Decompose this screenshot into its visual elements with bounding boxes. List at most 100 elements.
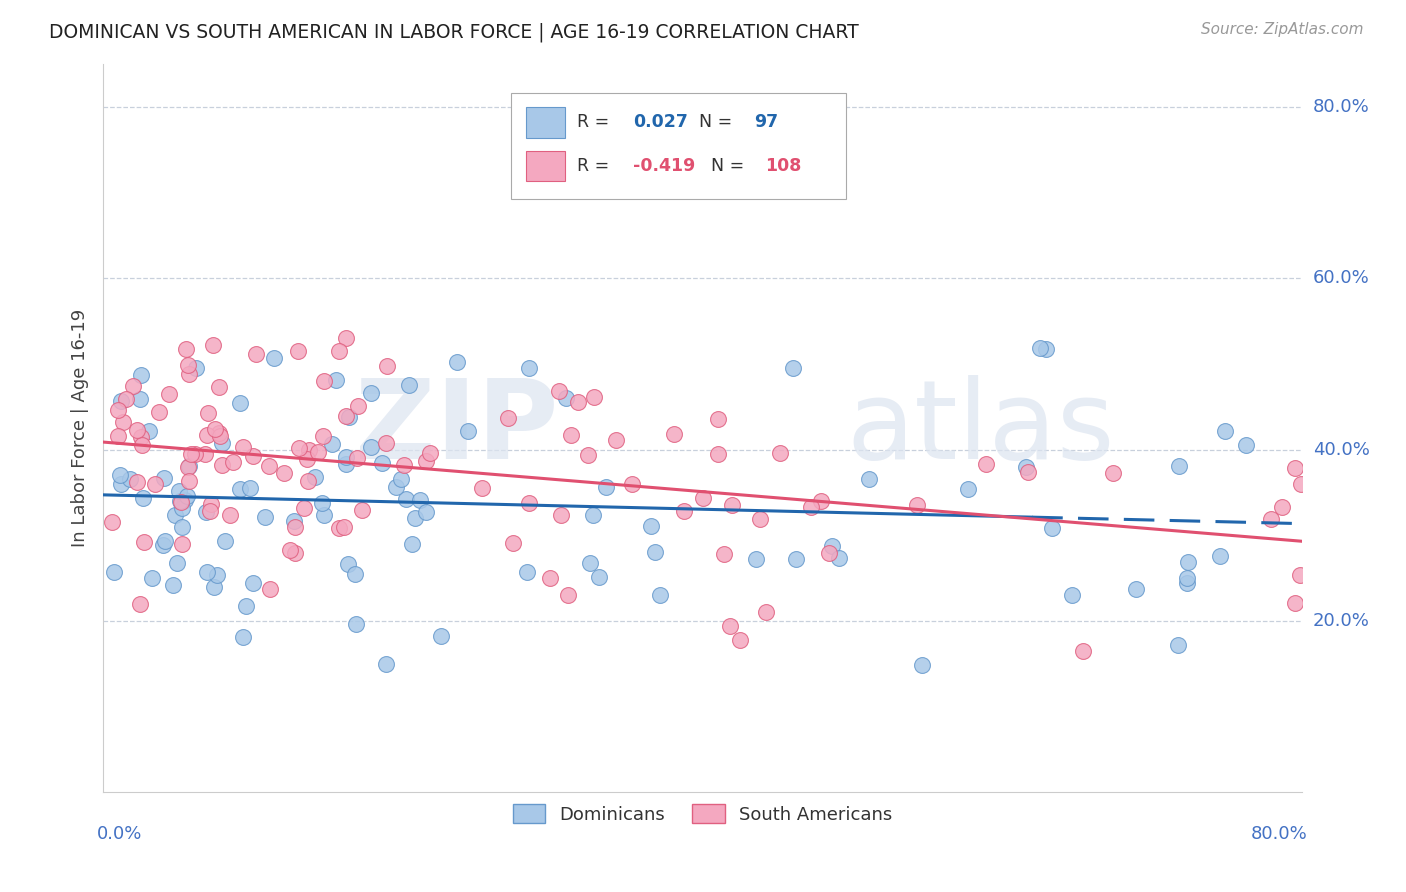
Point [370, 456, 392, 470]
FancyBboxPatch shape [510, 93, 846, 199]
Point [582, 508, 605, 522]
Text: 80.0%: 80.0% [1313, 98, 1369, 116]
Point [138, 424, 160, 438]
Point [911, 658, 934, 673]
Point [595, 480, 617, 494]
Point [143, 477, 166, 491]
Y-axis label: In Labor Force | Age 16-19: In Labor Force | Age 16-19 [72, 310, 89, 548]
Point [517, 360, 540, 375]
Point [194, 447, 217, 461]
Point [232, 441, 254, 455]
Point [111, 415, 134, 429]
Point [152, 470, 174, 484]
Point [297, 475, 319, 489]
Point [457, 424, 479, 438]
Point [132, 535, 155, 549]
Point [157, 387, 180, 401]
Point [163, 508, 186, 523]
Point [208, 429, 231, 443]
Point [392, 458, 415, 472]
Point [1284, 596, 1306, 610]
Text: R =: R = [576, 113, 609, 131]
Point [198, 504, 221, 518]
Point [245, 347, 267, 361]
Point [664, 426, 686, 441]
Point [207, 567, 229, 582]
Text: DOMINICAN VS SOUTH AMERICAN IN LABOR FORCE | AGE 16-19 CORRELATION CHART: DOMINICAN VS SOUTH AMERICAN IN LABOR FOR… [49, 22, 859, 42]
Point [132, 491, 155, 505]
Point [1071, 643, 1094, 657]
Point [395, 492, 418, 507]
Text: Source: ZipAtlas.com: Source: ZipAtlas.com [1201, 22, 1364, 37]
Point [167, 483, 190, 498]
Point [287, 343, 309, 358]
Point [170, 494, 193, 508]
Point [1213, 424, 1236, 438]
Point [197, 405, 219, 419]
Point [620, 477, 643, 491]
Point [259, 582, 281, 596]
Point [389, 472, 412, 486]
Point [152, 538, 174, 552]
Point [554, 391, 576, 405]
Point [177, 359, 200, 373]
Point [1291, 476, 1313, 491]
Text: 97: 97 [754, 113, 778, 131]
Point [1017, 465, 1039, 479]
Point [375, 435, 398, 450]
Point [588, 569, 610, 583]
Point [110, 476, 132, 491]
Point [692, 491, 714, 505]
Point [214, 534, 236, 549]
Point [273, 466, 295, 480]
Point [335, 450, 357, 464]
Point [118, 472, 141, 486]
Point [127, 423, 149, 437]
Point [828, 550, 851, 565]
Point [229, 482, 252, 496]
Point [298, 442, 321, 457]
Point [728, 633, 751, 648]
Point [335, 457, 357, 471]
Point [195, 565, 218, 579]
Point [496, 411, 519, 425]
Point [239, 482, 262, 496]
Point [605, 433, 627, 447]
Text: -0.419: -0.419 [633, 157, 695, 175]
Point [304, 470, 326, 484]
Text: 80.0%: 80.0% [1251, 825, 1308, 843]
Point [170, 500, 193, 515]
Point [219, 508, 242, 522]
Point [375, 657, 398, 671]
Point [1177, 555, 1199, 569]
Point [201, 338, 224, 352]
Text: atlas: atlas [846, 375, 1115, 482]
Point [1015, 460, 1038, 475]
Point [360, 440, 382, 454]
Point [141, 571, 163, 585]
Point [295, 452, 318, 467]
Point [576, 448, 599, 462]
Point [744, 552, 766, 566]
Point [202, 580, 225, 594]
Point [769, 446, 792, 460]
Point [579, 556, 602, 570]
Point [1166, 639, 1188, 653]
Point [208, 380, 231, 394]
Point [337, 410, 360, 425]
Point [153, 533, 176, 548]
Point [121, 379, 143, 393]
Point [1029, 341, 1052, 355]
Text: 60.0%: 60.0% [1313, 269, 1369, 287]
Point [346, 451, 368, 466]
Text: N =: N = [699, 113, 733, 131]
Point [103, 565, 125, 579]
Point [430, 629, 453, 643]
Point [648, 588, 671, 602]
Point [640, 519, 662, 533]
Point [517, 496, 540, 510]
Point [174, 492, 197, 507]
Point [278, 543, 301, 558]
Point [343, 567, 366, 582]
Legend: Dominicans, South Americans: Dominicans, South Americans [505, 797, 900, 830]
